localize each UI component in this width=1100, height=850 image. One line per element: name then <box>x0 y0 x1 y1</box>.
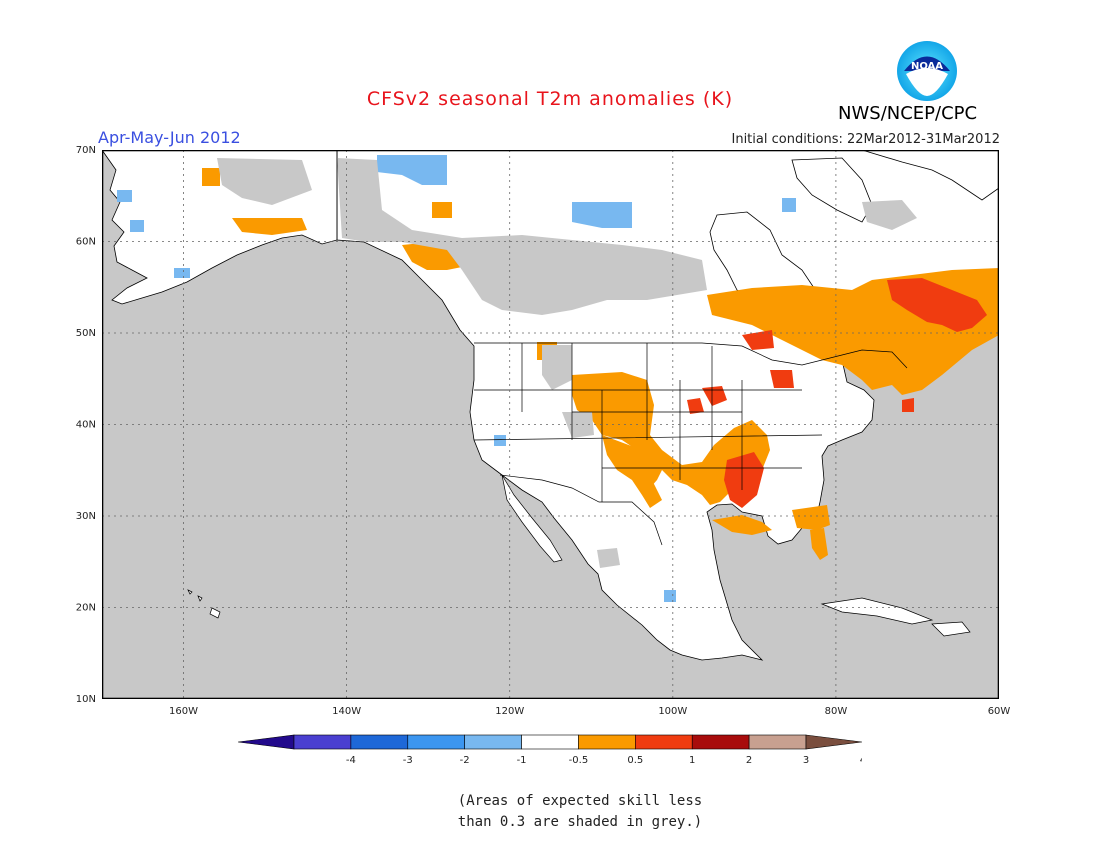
state-lines-b <box>473 389 823 469</box>
lon-label: 160W <box>169 706 198 717</box>
anomaly-gulf <box>792 505 830 530</box>
anomaly-nunavut-blue <box>572 202 632 228</box>
lat-label: 40N <box>76 420 96 431</box>
colorbar-segment <box>464 734 522 750</box>
colorbar-tick-label: 0.5 <box>627 755 643 766</box>
baffin-island <box>791 157 873 223</box>
lat-label: 50N <box>76 328 96 339</box>
greenland-land <box>861 150 999 201</box>
colorbar-tick-label: -1 <box>517 755 527 766</box>
colorbar: -4 -3 -2 -1 -0.5 0.5 1 2 3 4 <box>238 734 862 766</box>
colorbar-segment <box>635 734 693 750</box>
colorbar-segment <box>407 734 465 750</box>
anomaly-aleutian-blue <box>174 268 190 278</box>
colorbar-segment <box>578 734 636 750</box>
anomaly-new-england <box>902 398 914 412</box>
us-mexico-border <box>499 474 663 546</box>
lat-label: 30N <box>76 511 96 522</box>
anomaly-arctic-blue <box>377 155 447 185</box>
anomaly-greenland-blue <box>782 198 796 212</box>
lon-label: 60W <box>988 706 1011 717</box>
colorbar-tick-label: -2 <box>460 755 470 766</box>
anomaly-ohio <box>770 370 794 388</box>
anomaly-mississippi <box>724 452 764 508</box>
anomaly-map <box>102 150 999 699</box>
organization-label: NWS/NCEP/CPC <box>838 103 978 124</box>
grey-greenland-coast <box>862 200 917 230</box>
anomaly-quebec <box>887 278 987 332</box>
lat-label: 60N <box>76 237 96 248</box>
colorbar-tick-label: 4 <box>860 755 862 766</box>
noaa-logo: NOAA <box>897 41 957 101</box>
anomaly-north-bc <box>432 202 452 218</box>
lat-label: 70N <box>76 145 96 156</box>
state-lines-a <box>521 343 743 502</box>
anomaly-mexico-blue <box>664 590 676 602</box>
political-boundaries <box>336 150 908 546</box>
anomaly-alaska-south <box>232 218 307 235</box>
us-canada-border <box>474 342 908 369</box>
hispaniola <box>931 621 971 637</box>
grey-sw <box>562 412 594 438</box>
lon-label: 120W <box>495 706 524 717</box>
anomaly-yukon <box>202 168 220 186</box>
colorbar-segment <box>691 734 750 750</box>
forecast-period: Apr-May-Jun 2012 <box>98 128 241 147</box>
anomaly-alaska-west-blue <box>117 190 132 202</box>
colorbar-tick-label: -4 <box>346 755 356 766</box>
cuba <box>820 597 934 625</box>
colorbar-tick-label: -3 <box>403 755 413 766</box>
lat-label: 10N <box>76 694 96 705</box>
colorbar-segment <box>748 734 807 750</box>
anomaly-great-lakes <box>742 330 774 350</box>
colorbar-tick-label: 3 <box>803 755 809 766</box>
grey-arctic-canada <box>337 158 707 315</box>
anomaly-neg1-neg0_5 <box>117 155 796 602</box>
colorbar-arrow-high <box>805 734 862 750</box>
colorbar-tick-label: 1 <box>689 755 695 766</box>
svg-text:NOAA: NOAA <box>911 61 943 72</box>
anomaly-central-us <box>572 372 770 505</box>
hawaii <box>187 589 221 619</box>
anomaly-midwest-b <box>687 398 704 414</box>
lon-label: 100W <box>658 706 687 717</box>
grey-mexico-n <box>597 548 620 568</box>
grey-nw-canada <box>482 240 532 280</box>
colorbar-tick-label: -0.5 <box>569 755 589 766</box>
colorbar-tick-label: 2 <box>746 755 752 766</box>
skill-note: (Areas of expected skill less than 0.3 a… <box>400 791 760 833</box>
colorbar-segment <box>350 734 409 750</box>
anomaly-1-2 <box>687 278 987 508</box>
skill-note-line2: than 0.3 are shaded in grey.) <box>457 814 703 830</box>
graticule <box>102 150 999 699</box>
anomaly-great-plains <box>602 435 662 508</box>
lat-label: 20N <box>76 603 96 614</box>
anomaly-alaska-sw-blue <box>130 220 144 232</box>
colorbar-segment <box>293 734 352 750</box>
colorbar-segment <box>521 734 579 750</box>
grey-rockies <box>542 345 572 390</box>
anomaly-midwest-a <box>702 386 727 406</box>
grey-alaska <box>217 158 312 205</box>
anomaly-nevada-blue <box>494 435 506 446</box>
lon-label: 80W <box>825 706 848 717</box>
lon-label: 140W <box>332 706 361 717</box>
colorbar-arrow-low <box>238 734 295 750</box>
anomaly-southeast <box>712 515 772 535</box>
map-frame <box>102 150 999 699</box>
skill-note-line1: (Areas of expected skill less <box>457 793 703 809</box>
baja-california <box>501 474 563 563</box>
initial-conditions: Initial conditions: 22Mar2012-31Mar2012 <box>731 132 1001 147</box>
anomaly-florida <box>810 528 828 560</box>
map-title: CFSv2 seasonal T2m anomalies (K) <box>366 88 734 110</box>
low-skill-patches <box>217 158 917 568</box>
